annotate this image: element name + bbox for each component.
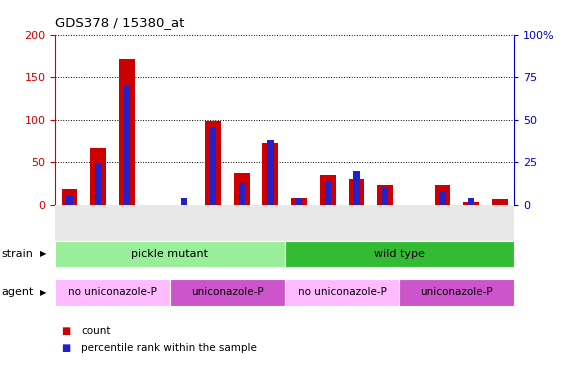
Bar [377,184,393,205]
Text: agent: agent [2,287,34,298]
Text: ■: ■ [61,343,70,354]
Bar [90,148,106,205]
Bar [468,198,474,205]
Bar [463,202,479,205]
Bar [239,183,245,205]
Bar [267,140,274,205]
Text: ▶: ▶ [40,250,46,258]
Text: strain: strain [2,249,34,259]
Bar [439,191,446,205]
Bar [263,143,278,205]
Bar [66,195,73,205]
Bar [325,181,331,205]
Text: ▶: ▶ [40,288,46,297]
Bar [234,173,250,205]
Bar [291,198,307,205]
Text: uniconazole-P: uniconazole-P [421,287,493,298]
Bar [353,171,360,205]
Text: no uniconazole-P: no uniconazole-P [297,287,386,298]
Text: percentile rank within the sample: percentile rank within the sample [81,343,257,354]
Bar [210,127,216,205]
Bar [124,86,130,205]
Bar [382,188,388,205]
Bar [349,179,364,205]
Text: wild type: wild type [374,249,425,259]
Bar [492,199,508,205]
Bar [95,164,101,205]
Bar [435,184,450,205]
Text: no uniconazole-P: no uniconazole-P [68,287,157,298]
Bar [181,198,188,205]
Text: uniconazole-P: uniconazole-P [191,287,264,298]
Bar [62,189,77,205]
Text: count: count [81,326,111,336]
Text: pickle mutant: pickle mutant [131,249,209,259]
Text: GDS378 / 15380_at: GDS378 / 15380_at [55,16,185,30]
Text: ■: ■ [61,326,70,336]
Bar [296,198,302,205]
Bar [320,175,336,205]
Bar [119,59,135,205]
Bar [205,121,221,205]
